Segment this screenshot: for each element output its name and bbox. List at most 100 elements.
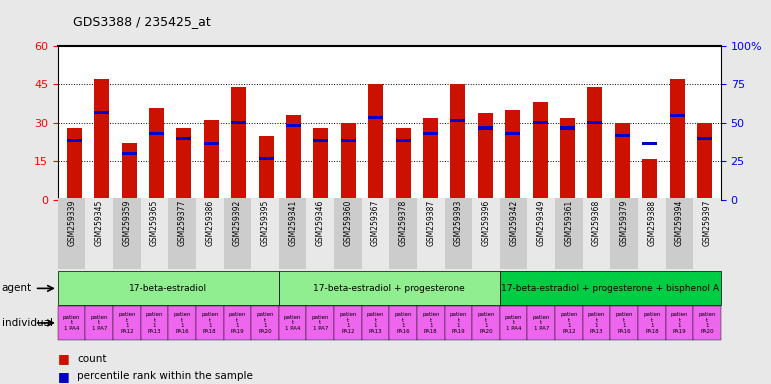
Bar <box>614 123 630 200</box>
Bar <box>286 115 301 200</box>
Text: GSM259386: GSM259386 <box>205 200 214 246</box>
Bar <box>450 84 466 200</box>
Text: patien
t
1
PA18: patien t 1 PA18 <box>643 312 661 334</box>
Text: patien
t
1 PA4: patien t 1 PA4 <box>63 315 80 331</box>
Bar <box>642 159 657 200</box>
Text: GSM259387: GSM259387 <box>426 200 436 246</box>
Text: individual: individual <box>2 318 52 328</box>
Bar <box>231 87 246 200</box>
Text: patien
t
1 PA4: patien t 1 PA4 <box>505 315 523 331</box>
Bar <box>140 198 168 269</box>
Text: 17-beta-estradiol + progesterone: 17-beta-estradiol + progesterone <box>314 284 465 293</box>
Text: patien
t
1
PA16: patien t 1 PA16 <box>395 312 412 334</box>
Bar <box>611 198 638 269</box>
Bar <box>67 139 82 142</box>
Bar <box>368 84 383 200</box>
Bar <box>588 87 602 200</box>
Text: patien
t
1 PA7: patien t 1 PA7 <box>90 315 108 331</box>
Text: GSM259393: GSM259393 <box>454 200 463 246</box>
Bar <box>149 108 164 200</box>
Bar <box>313 139 328 142</box>
Bar <box>67 128 82 200</box>
Bar <box>113 198 140 269</box>
Bar <box>224 198 251 269</box>
Bar <box>94 79 109 200</box>
Text: ■: ■ <box>58 370 69 383</box>
Text: GSM259388: GSM259388 <box>648 200 656 246</box>
Text: percentile rank within the sample: percentile rank within the sample <box>77 371 253 381</box>
Text: patien
t
1
PA16: patien t 1 PA16 <box>173 312 191 334</box>
Text: patien
t
1 PA7: patien t 1 PA7 <box>533 315 550 331</box>
Text: count: count <box>77 354 106 364</box>
Text: patien
t
1
PA19: patien t 1 PA19 <box>671 312 689 334</box>
Bar <box>177 128 191 200</box>
Bar <box>389 198 417 269</box>
Bar <box>614 134 630 137</box>
Bar <box>560 118 575 200</box>
Bar <box>58 198 86 269</box>
Bar <box>693 198 721 269</box>
Bar <box>94 111 109 114</box>
Bar <box>286 124 301 127</box>
Text: patien
t
1
PA18: patien t 1 PA18 <box>422 312 439 334</box>
Bar <box>588 121 602 124</box>
Text: GSM259396: GSM259396 <box>482 200 490 246</box>
Bar <box>697 123 712 200</box>
Bar <box>196 198 224 269</box>
Bar <box>642 142 657 145</box>
Text: patien
t
1 PA7: patien t 1 PA7 <box>311 315 329 331</box>
Text: GSM259377: GSM259377 <box>177 200 187 246</box>
Text: patien
t
1
PA20: patien t 1 PA20 <box>699 312 715 334</box>
Text: ■: ■ <box>58 353 69 366</box>
Text: patien
t
1
PA13: patien t 1 PA13 <box>588 312 605 334</box>
Bar <box>362 198 389 269</box>
Bar <box>177 137 191 140</box>
Text: GSM259379: GSM259379 <box>620 200 628 246</box>
Bar <box>450 119 466 122</box>
Bar <box>478 126 493 129</box>
Text: GSM259360: GSM259360 <box>343 200 352 246</box>
Text: GSM259342: GSM259342 <box>509 200 518 246</box>
Bar <box>231 121 246 124</box>
Text: patien
t
1
PA12: patien t 1 PA12 <box>339 312 357 334</box>
Bar <box>533 103 547 200</box>
Text: agent: agent <box>2 283 32 293</box>
Bar <box>478 113 493 200</box>
Bar <box>555 198 583 269</box>
Text: patien
t
1
PA13: patien t 1 PA13 <box>367 312 384 334</box>
Text: patien
t
1
PA13: patien t 1 PA13 <box>146 312 163 334</box>
Text: GSM259394: GSM259394 <box>675 200 684 246</box>
Text: patien
t
1
PA19: patien t 1 PA19 <box>229 312 246 334</box>
Bar <box>500 198 527 269</box>
Bar <box>527 198 555 269</box>
Text: GSM259339: GSM259339 <box>67 200 76 246</box>
Bar <box>583 198 611 269</box>
Bar <box>334 198 362 269</box>
Bar <box>251 198 279 269</box>
Text: patien
t
1
PA20: patien t 1 PA20 <box>256 312 274 334</box>
Bar <box>258 136 274 200</box>
Bar <box>396 139 411 142</box>
Text: patien
t
1
PA12: patien t 1 PA12 <box>118 312 136 334</box>
Text: GSM259378: GSM259378 <box>399 200 408 246</box>
Text: GSM259367: GSM259367 <box>371 200 380 246</box>
Text: 17-beta-estradiol + progesterone + bisphenol A: 17-beta-estradiol + progesterone + bisph… <box>501 284 719 293</box>
Bar <box>472 198 500 269</box>
Bar <box>122 152 136 155</box>
Text: patien
t
1
PA18: patien t 1 PA18 <box>201 312 218 334</box>
Text: GSM259349: GSM259349 <box>537 200 546 246</box>
Bar <box>417 198 445 269</box>
Bar <box>669 114 685 117</box>
Text: patien
t
1
PA20: patien t 1 PA20 <box>477 312 495 334</box>
Bar <box>533 121 547 124</box>
Bar <box>122 143 136 200</box>
Text: patien
t
1
PA19: patien t 1 PA19 <box>449 312 467 334</box>
Text: patien
t
1
PA16: patien t 1 PA16 <box>615 312 633 334</box>
Text: patien
t
1
PA12: patien t 1 PA12 <box>561 312 577 334</box>
Bar <box>697 137 712 140</box>
Text: GSM259392: GSM259392 <box>233 200 242 246</box>
Bar <box>279 198 306 269</box>
Bar <box>204 142 219 145</box>
Bar <box>665 198 693 269</box>
Text: GSM259345: GSM259345 <box>95 200 104 246</box>
